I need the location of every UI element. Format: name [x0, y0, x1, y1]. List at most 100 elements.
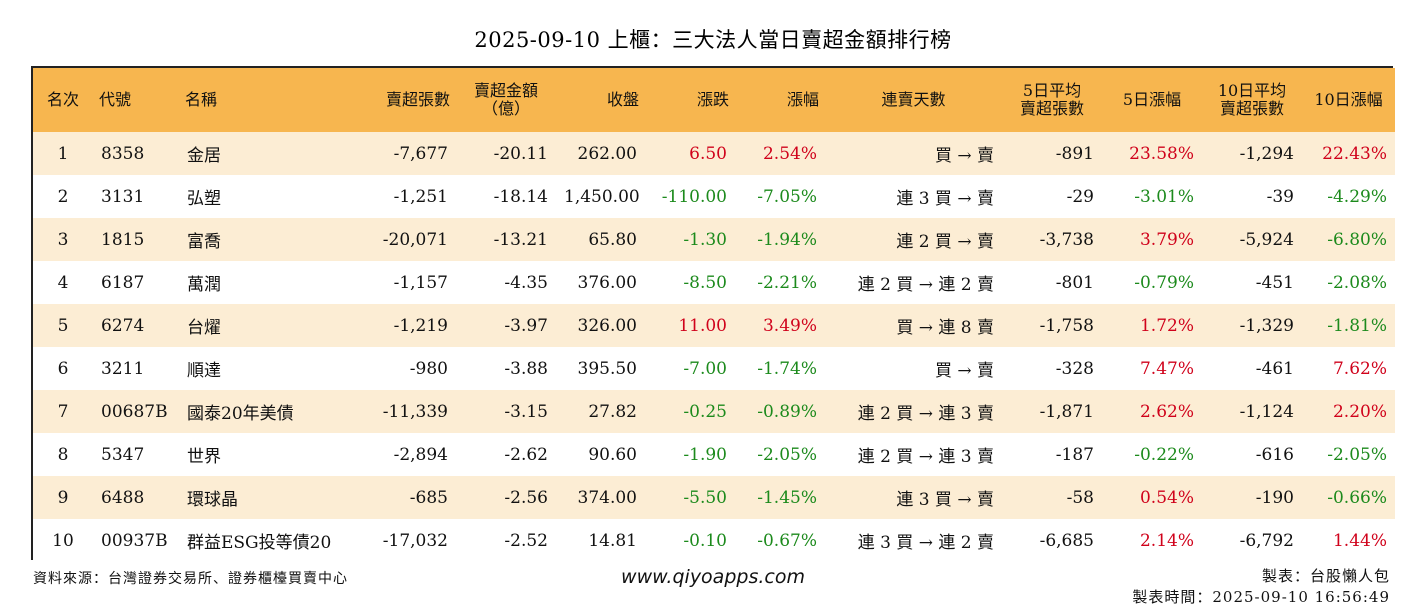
cell-change: -110.00	[661, 186, 727, 207]
made-time: 製表時間：2025-09-10 16:56:49	[1132, 588, 1390, 606]
cell-sell-amount: -2.56	[504, 487, 548, 508]
cell-sell-shares: -980	[409, 358, 448, 379]
cell-streak: 連 3 買 → 賣	[896, 490, 994, 510]
cell-change-pct: 2.54%	[762, 143, 817, 164]
cell-avg5: -58	[1066, 487, 1094, 508]
table-row: 1 8358 金居 -7,677 -20.11 262.00 6.50 2.54% 買 → 賣 -…	[33, 132, 1395, 175]
cell-avg10: -461	[1255, 358, 1294, 379]
cell-avg5: -328	[1055, 358, 1094, 379]
cell-pct10: 1.44%	[1332, 530, 1387, 551]
cell-pct10: -6.80%	[1327, 229, 1387, 250]
website-link[interactable]: www.qiyoapps.com	[621, 566, 805, 588]
cell-avg10: -451	[1255, 272, 1294, 293]
col-header-avg10-line1: 10日平均	[1217, 81, 1287, 100]
col-header-sell-amount: 賣超金額 （億）	[456, 68, 556, 132]
cell-sell-amount: -3.88	[504, 358, 548, 379]
table-row: 9 6488 環球晶 -685 -2.56 374.00 -5.50 -1.45% 連 3 買 …	[33, 476, 1395, 519]
cell-avg5: -29	[1066, 186, 1094, 207]
cell-close: 14.81	[588, 530, 637, 551]
table-row: 3 1815 富喬 -20,071 -13.21 65.80 -1.30 -1.94% 連 2 …	[33, 218, 1395, 261]
table-row: 10 00937B 群益ESG投等債20 -17,032 -2.52 14.81 -0.10…	[33, 519, 1395, 562]
cell-sell-amount: -4.35	[504, 272, 548, 293]
cell-close: 262.00	[577, 143, 637, 164]
cell-close: 326.00	[577, 315, 637, 336]
cell-change-pct: -1.45%	[757, 487, 817, 508]
cell-change: -0.25	[683, 401, 727, 422]
cell-streak: 連 3 買 → 連 2 賣	[857, 533, 994, 553]
cell-avg10: -6,792	[1239, 530, 1294, 551]
cell-sell-shares: -20,071	[382, 229, 448, 250]
cell-rank: 2	[57, 186, 69, 207]
col-header-code: 代號	[99, 90, 132, 109]
cell-pct5: -0.79%	[1134, 272, 1194, 293]
cell-name: 群益ESG投等債20	[187, 533, 332, 553]
cell-sell-shares: -17,032	[382, 530, 448, 551]
cell-pct10: -4.29%	[1327, 186, 1387, 207]
cell-change: -0.10	[683, 530, 727, 551]
cell-sell-shares: -2,894	[393, 444, 448, 465]
cell-streak: 買 → 賣	[934, 361, 994, 381]
cell-avg5: -891	[1055, 143, 1094, 164]
cell-avg10: -1,294	[1239, 143, 1294, 164]
cell-code: 8358	[101, 143, 145, 164]
table-row: 6 3211 順達 -980 -3.88 395.50 -7.00 -1.74% 買 → 賣 -3…	[33, 347, 1395, 390]
col-header-pct5: 5日漲幅	[1122, 90, 1182, 109]
cell-sell-amount: -2.62	[504, 444, 548, 465]
cell-rank: 8	[57, 444, 69, 465]
cell-close: 27.82	[588, 401, 637, 422]
cell-code: 6274	[101, 315, 145, 336]
cell-sell-amount: -3.15	[504, 401, 548, 422]
table-body: 1 8358 金居 -7,677 -20.11 262.00 6.50 2.54% 買 → 賣 -…	[33, 132, 1395, 562]
cell-code: 00687B	[101, 401, 168, 422]
cell-pct5: -3.01%	[1134, 186, 1194, 207]
cell-avg5: -3,738	[1039, 229, 1094, 250]
cell-streak: 買 → 賣	[934, 146, 994, 166]
cell-sell-amount: -20.11	[493, 143, 548, 164]
cell-change-pct: -7.05%	[757, 186, 817, 207]
table-row: 8 5347 世界 -2,894 -2.62 90.60 -1.90 -2.05% 連 2 買 …	[33, 433, 1395, 476]
cell-rank: 10	[52, 530, 74, 551]
col-header-change-pct: 漲幅	[786, 90, 819, 109]
cell-change-pct: -1.74%	[757, 358, 817, 379]
table-row: 5 6274 台燿 -1,219 -3.97 326.00 11.00 3.49% 買 → 連 …	[33, 304, 1395, 347]
cell-pct10: 2.20%	[1332, 401, 1387, 422]
cell-change: -1.30	[683, 229, 727, 250]
cell-name: 富喬	[187, 232, 221, 252]
cell-avg5: -6,685	[1039, 530, 1094, 551]
cell-sell-shares: -11,339	[382, 401, 448, 422]
cell-avg10: -5,924	[1239, 229, 1294, 250]
cell-change-pct: -0.67%	[757, 530, 817, 551]
cell-sell-amount: -13.21	[493, 229, 548, 250]
cell-code: 3131	[101, 186, 145, 207]
cell-rank: 6	[57, 358, 69, 379]
cell-close: 1,450.00	[564, 186, 640, 207]
cell-sell-shares: -7,677	[393, 143, 448, 164]
cell-pct5: 23.58%	[1129, 143, 1194, 164]
cell-avg5: -1,758	[1039, 315, 1094, 336]
cell-rank: 7	[57, 401, 69, 422]
ranking-table: 名次 代號 名稱 賣超張數 賣超金額 （億） 收盤 漲跌 漲幅 連賣天數 5日平…	[31, 66, 1395, 562]
cell-code: 6187	[101, 272, 145, 293]
cell-avg10: -190	[1255, 487, 1294, 508]
cell-streak: 連 2 買 → 連 3 賣	[857, 447, 994, 467]
cell-pct5: 2.62%	[1139, 401, 1194, 422]
cell-name: 弘塑	[187, 189, 221, 209]
cell-name: 環球晶	[187, 490, 238, 510]
table-row: 2 3131 弘塑 -1,251 -18.14 1,450.00 -110.00 -7.05%…	[33, 175, 1395, 218]
cell-pct5: 3.79%	[1139, 229, 1194, 250]
cell-avg10: -1,124	[1239, 401, 1294, 422]
cell-avg5: -187	[1055, 444, 1094, 465]
data-source: 資料來源：台灣證券交易所、證券櫃檯買賣中心	[33, 571, 348, 587]
cell-sell-shares: -1,157	[393, 272, 448, 293]
cell-name: 萬潤	[187, 275, 221, 295]
cell-change-pct: 3.49%	[762, 315, 817, 336]
cell-change: 6.50	[689, 143, 727, 164]
cell-close: 65.80	[588, 229, 637, 250]
cell-rank: 4	[57, 272, 69, 293]
cell-pct5: 2.14%	[1139, 530, 1194, 551]
col-header-streak: 連賣天數	[881, 90, 946, 109]
cell-pct5: 1.72%	[1139, 315, 1194, 336]
col-header-avg5-line1: 5日平均	[1022, 81, 1082, 100]
cell-rank: 3	[57, 229, 69, 250]
cell-streak: 連 3 買 → 賣	[896, 189, 994, 209]
